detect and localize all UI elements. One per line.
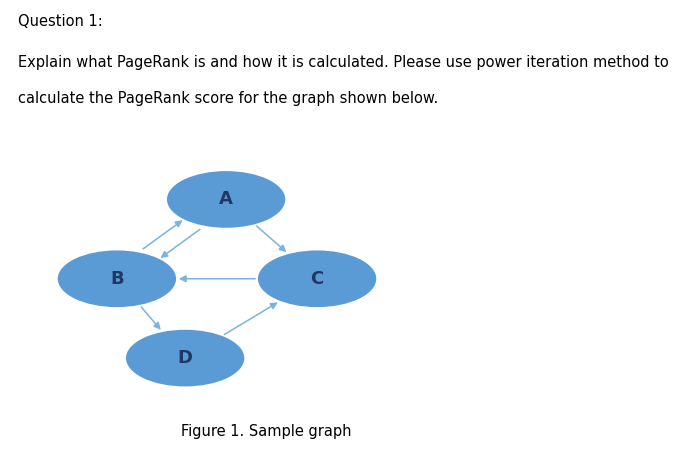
Text: B: B [110, 270, 124, 288]
Text: C: C [311, 270, 323, 288]
Text: Figure 1. Sample graph: Figure 1. Sample graph [181, 424, 351, 439]
Text: Question 1:: Question 1: [18, 14, 102, 29]
Text: calculate the PageRank score for the graph shown below.: calculate the PageRank score for the gra… [18, 91, 438, 106]
Ellipse shape [258, 250, 377, 307]
Text: A: A [219, 191, 233, 208]
Text: D: D [178, 349, 193, 367]
Ellipse shape [57, 250, 176, 307]
Ellipse shape [126, 330, 244, 387]
Text: Explain what PageRank is and how it is calculated. Please use power iteration me: Explain what PageRank is and how it is c… [18, 55, 668, 70]
Ellipse shape [167, 171, 286, 228]
